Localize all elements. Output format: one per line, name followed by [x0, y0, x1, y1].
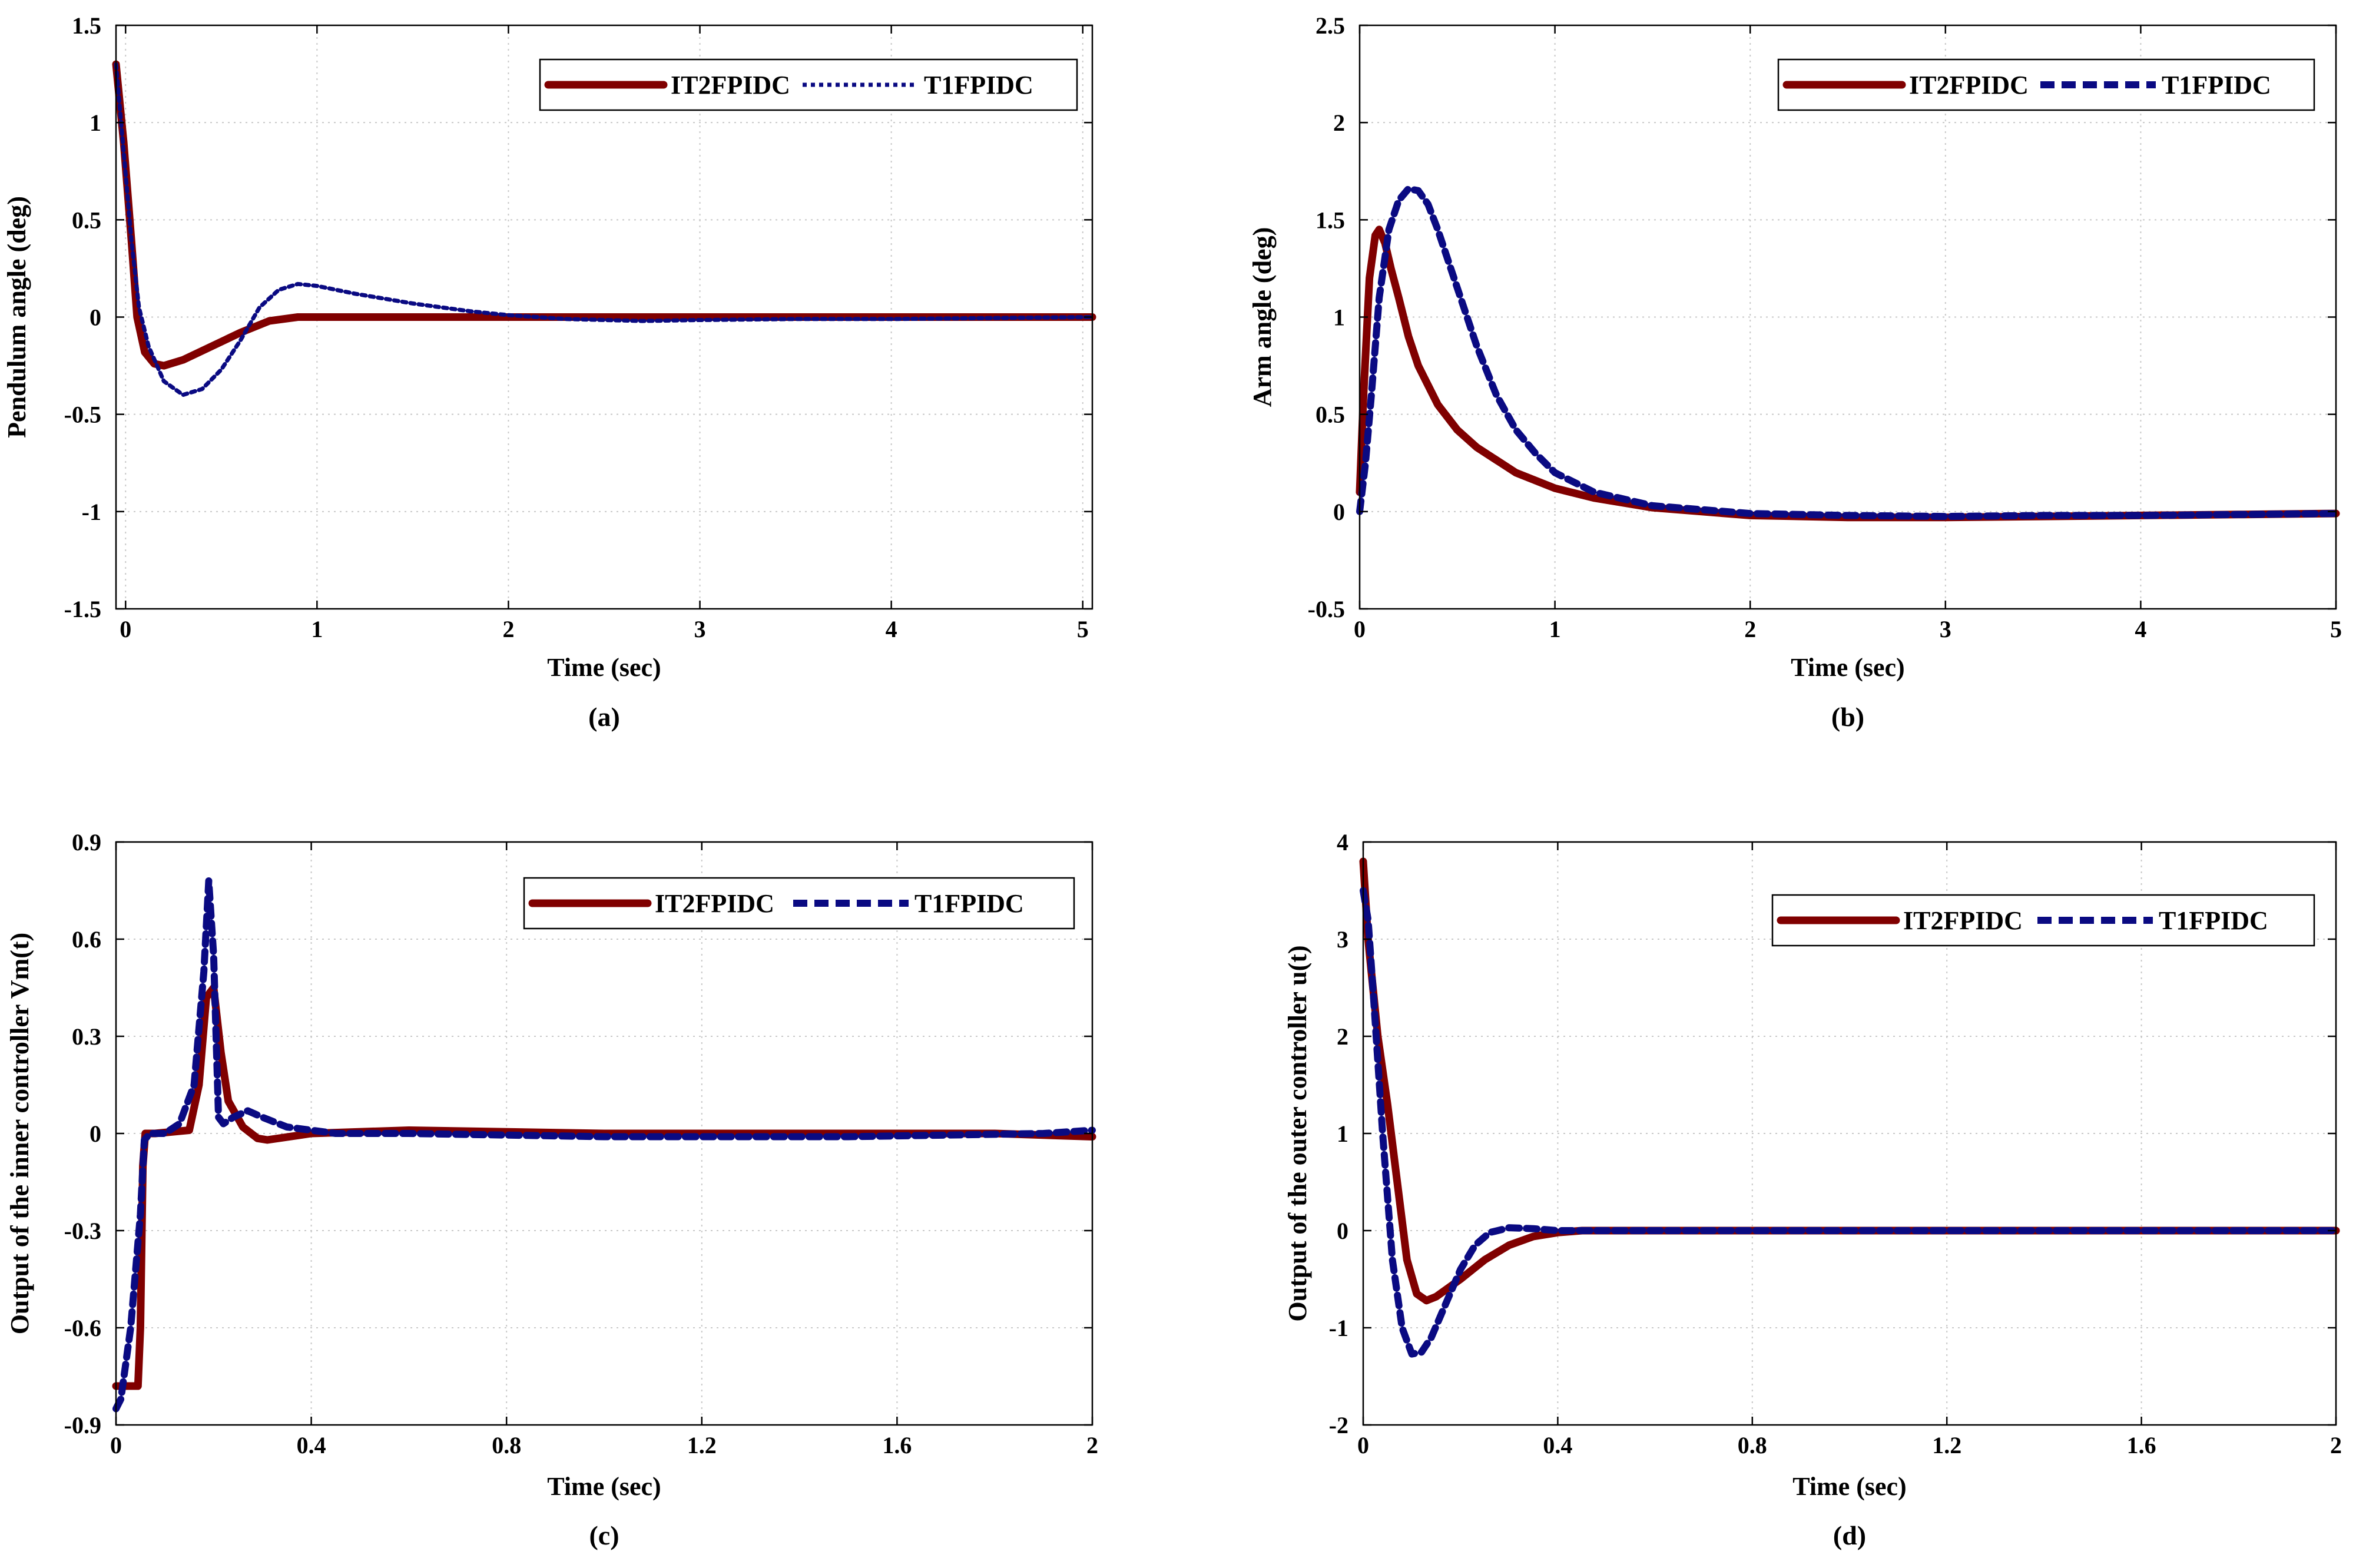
x-tick-label: 0.8	[1738, 1432, 1767, 1458]
y-tick-label: 2	[1333, 110, 1345, 136]
panel-label: (a)	[588, 702, 620, 732]
y-tick-label: 3	[1337, 926, 1348, 953]
series-t1fpidc-line	[1356, 185, 2340, 521]
y-tick-label: 1.5	[1315, 207, 1345, 233]
y-tick-label: 1	[90, 110, 101, 136]
y-tick-label: -1	[82, 499, 101, 525]
x-tick-label: 0	[110, 1432, 122, 1458]
y-tick-label: 4	[1337, 829, 1348, 856]
y-tick-label: 0.9	[72, 829, 101, 856]
x-tick-label: 1	[311, 616, 323, 642]
legend-label-it2fpidc: IT2FPIDC	[1903, 906, 2023, 935]
x-tick-label: 0	[1354, 616, 1366, 642]
legend-label-t1fpidc: T1FPIDC	[2162, 71, 2271, 100]
x-tick-label: 5	[2330, 616, 2342, 642]
y-tick-label: 0	[90, 1121, 101, 1147]
x-tick-label: 0.8	[492, 1432, 521, 1458]
x-tick-label: 1.6	[882, 1432, 912, 1458]
series-t1fpidc-line	[114, 62, 1095, 397]
legend-label-t1fpidc: T1FPIDC	[2159, 906, 2268, 935]
y-tick-label: 0.3	[72, 1023, 101, 1050]
x-tick-label: 4	[2135, 616, 2146, 642]
legend: IT2FPIDC T1FPIDC	[523, 877, 1075, 930]
panel-label: (c)	[589, 1520, 619, 1550]
y-axis-label: Output of the outer controller u(t)	[1283, 945, 1312, 1321]
y-tick-label: 2	[1337, 1023, 1348, 1050]
x-tick-label: 3	[1940, 616, 1951, 642]
x-tick-label: 2	[502, 616, 514, 642]
series-t1fpidc-line	[1360, 887, 2340, 1358]
panel-label: (d)	[1833, 1520, 1866, 1550]
y-axis-label: Arm angle (deg)	[1248, 227, 1277, 407]
x-tick-label: 1.2	[687, 1432, 717, 1458]
y-tick-label: 0.5	[1315, 402, 1345, 428]
y-tick-label: -1	[1329, 1315, 1348, 1341]
y-tick-label: 2.5	[1315, 12, 1345, 39]
legend: IT2FPIDC T1FPIDC	[1777, 58, 2315, 111]
chart-panel-c: 0 0.4 0.8 1.2 1.6 2 -0.9 -0.6 -0.3 0 0.3 0.6 0.9 Time…	[5, 829, 1098, 1550]
x-axis-label: Time (sec)	[547, 1472, 661, 1501]
plot-area	[1360, 25, 2336, 609]
x-axis-label: Time (sec)	[1792, 1472, 1906, 1501]
x-tick-label: 0.4	[297, 1432, 326, 1458]
y-tick-label: 1	[1333, 304, 1345, 331]
legend-label-t1fpidc: T1FPIDC	[914, 889, 1024, 918]
x-tick-label: 2	[1086, 1432, 1098, 1458]
y-axis-label: Output of the inner controller Vm(t)	[5, 933, 34, 1334]
legend-box	[539, 58, 1078, 111]
x-tick-label: 4	[886, 616, 897, 642]
y-tick-label: -0.6	[64, 1315, 101, 1341]
y-tick-label: -2	[1329, 1412, 1348, 1438]
legend-label-it2fpidc: IT2FPIDC	[655, 889, 774, 918]
chart-panel-b: 0 1 2 3 4 5 -0.5 0 0.5 1 1.5 2 2.5 Time (sec) Arm angl…	[1248, 12, 2342, 732]
y-tick-label: 0.6	[72, 926, 101, 953]
y-tick-label: 0.5	[72, 207, 101, 233]
y-tick-label: 0	[1337, 1218, 1348, 1244]
x-tick-label: 1	[1549, 616, 1561, 642]
legend-label-it2fpidc: IT2FPIDC	[671, 71, 790, 100]
chart-panel-d: 0 0.4 0.8 1.2 1.6 2 -2 -1 0 1 2 3 4 Time (sec) Output …	[1283, 829, 2342, 1550]
legend: IT2FPIDC T1FPIDC	[539, 58, 1078, 111]
y-tick-label: 0	[1333, 499, 1345, 525]
legend: IT2FPIDC T1FPIDC	[1771, 894, 2315, 947]
x-tick-label: 3	[694, 616, 706, 642]
y-tick-label: -0.5	[1308, 596, 1345, 622]
y-tick-label: 0	[90, 304, 101, 331]
x-tick-label: 1.2	[1932, 1432, 1961, 1458]
x-tick-label: 0.4	[1543, 1432, 1572, 1458]
y-tick-label: -0.9	[64, 1412, 101, 1438]
y-tick-label: -0.5	[64, 402, 101, 428]
x-tick-label: 2	[2330, 1432, 2342, 1458]
y-tick-label: -0.3	[64, 1218, 101, 1244]
panel-label: (b)	[1831, 702, 1864, 732]
x-axis-label: Time (sec)	[547, 653, 661, 682]
legend-label-it2fpidc: IT2FPIDC	[1909, 71, 2029, 100]
chart-panel-a: 0 1 2 3 4 5 -1.5 -1 -0.5 0 0.5 1 1.5 Time (sec) Pendul…	[2, 12, 1096, 732]
x-tick-label: 5	[1077, 616, 1089, 642]
x-tick-label: 2	[1744, 616, 1756, 642]
y-tick-label: 1	[1337, 1121, 1348, 1147]
y-tick-label: 1.5	[72, 12, 101, 39]
x-tick-label: 0	[1357, 1432, 1369, 1458]
x-axis-label: Time (sec)	[1791, 653, 1904, 682]
x-tick-label: 0	[120, 616, 131, 642]
legend-label-t1fpidc: T1FPIDC	[924, 71, 1033, 100]
series-t1fpidc-line	[112, 877, 1096, 1413]
x-tick-label: 1.6	[2127, 1432, 2156, 1458]
y-tick-label: -1.5	[64, 596, 101, 622]
y-axis-label: Pendulum angle (deg)	[2, 196, 31, 438]
